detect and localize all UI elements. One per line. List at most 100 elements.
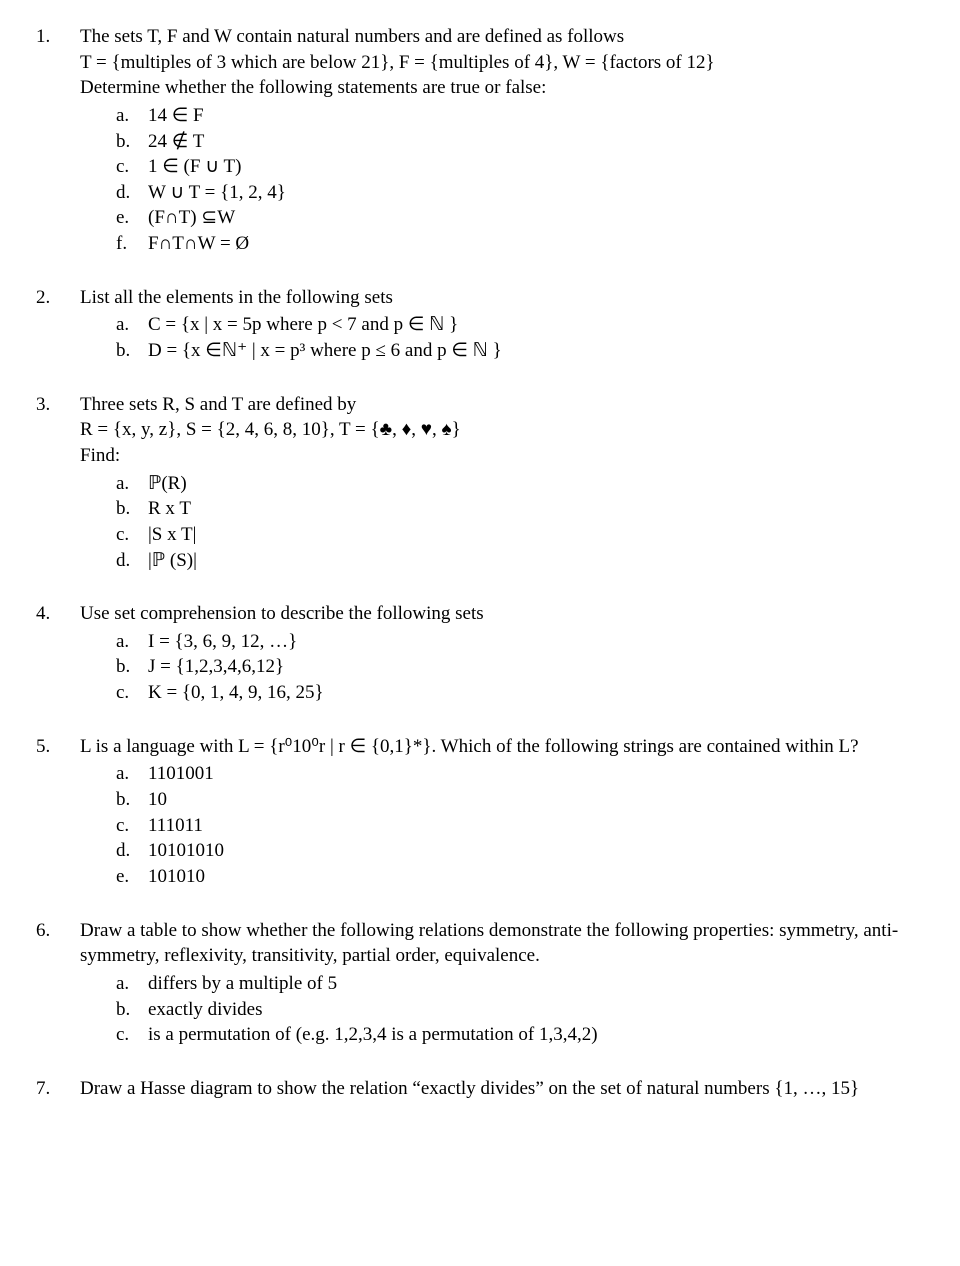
- sub-item: d.10101010: [116, 838, 924, 864]
- question-body: Use set comprehension to describe the fo…: [80, 601, 924, 706]
- sub-item-label: a.: [116, 629, 148, 655]
- sub-item-text: 10101010: [148, 838, 924, 864]
- sub-item-label: b.: [116, 654, 148, 680]
- sub-items: a.14 ∈ Fb.24 ∉ Tc.1 ∈ (F ∪ T)d.W ∪ T = {…: [116, 103, 924, 257]
- sub-item-text: J = {1,2,3,4,6,12}: [148, 654, 924, 680]
- question-number: 2.: [36, 285, 80, 364]
- question-body: Draw a Hasse diagram to show the relatio…: [80, 1076, 924, 1102]
- sub-item: c.1 ∈ (F ∪ T): [116, 154, 924, 180]
- sub-item: d.|ℙ (S)|: [116, 548, 924, 574]
- question-intro-line: L is a language with L = {r⁰10⁰r | r ∈ {…: [80, 734, 924, 760]
- sub-item-label: c.: [116, 154, 148, 180]
- sub-item-text: R x T: [148, 496, 924, 522]
- sub-item: e.(F∩T) ⊆W: [116, 205, 924, 231]
- sub-item-label: b.: [116, 129, 148, 155]
- sub-item-text: |S x T|: [148, 522, 924, 548]
- sub-item-text: is a permutation of (e.g. 1,2,3,4 is a p…: [148, 1022, 924, 1048]
- sub-item-text: differs by a multiple of 5: [148, 971, 924, 997]
- sub-item: b.J = {1,2,3,4,6,12}: [116, 654, 924, 680]
- sub-item: c.|S x T|: [116, 522, 924, 548]
- sub-item-label: b.: [116, 496, 148, 522]
- sub-item-text: 1101001: [148, 761, 924, 787]
- question-number: 6.: [36, 918, 80, 1048]
- sub-item-text: 10: [148, 787, 924, 813]
- sub-item-label: c.: [116, 522, 148, 548]
- sub-item-text: 14 ∈ F: [148, 103, 924, 129]
- sub-items: a.C = {x | x = 5p where p < 7 and p ∈ ℕ …: [116, 312, 924, 363]
- question-body: List all the elements in the following s…: [80, 285, 924, 364]
- sub-item-text: 24 ∉ T: [148, 129, 924, 155]
- sub-item-text: F∩T∩W = Ø: [148, 231, 924, 257]
- question-intro-line: Three sets R, S and T are defined by: [80, 392, 924, 418]
- question-intro-line: Determine whether the following statemen…: [80, 75, 924, 101]
- question-intro-line: Draw a Hasse diagram to show the relatio…: [80, 1076, 924, 1102]
- sub-item-label: f.: [116, 231, 148, 257]
- sub-item: c.111011: [116, 813, 924, 839]
- sub-item-text: K = {0, 1, 4, 9, 16, 25}: [148, 680, 924, 706]
- question-intro-line: List all the elements in the following s…: [80, 285, 924, 311]
- sub-item-text: |ℙ (S)|: [148, 548, 924, 574]
- sub-item-label: b.: [116, 787, 148, 813]
- question-number: 5.: [36, 734, 80, 890]
- document-root: 1.The sets T, F and W contain natural nu…: [36, 24, 924, 1101]
- sub-items: a.1101001b.10c.111011d.10101010e.101010: [116, 761, 924, 889]
- question: 1.The sets T, F and W contain natural nu…: [36, 24, 924, 257]
- sub-item-label: a.: [116, 103, 148, 129]
- sub-item: f.F∩T∩W = Ø: [116, 231, 924, 257]
- sub-item-text: 101010: [148, 864, 924, 890]
- sub-item: a.I = {3, 6, 9, 12, …}: [116, 629, 924, 655]
- sub-item: b.exactly divides: [116, 997, 924, 1023]
- sub-item-label: b.: [116, 338, 148, 364]
- question-number: 7.: [36, 1076, 80, 1102]
- sub-item: d.W ∪ T = {1, 2, 4}: [116, 180, 924, 206]
- question-number: 4.: [36, 601, 80, 706]
- sub-item-label: a.: [116, 312, 148, 338]
- sub-item-label: d.: [116, 180, 148, 206]
- sub-item-text: W ∪ T = {1, 2, 4}: [148, 180, 924, 206]
- sub-items: a.differs by a multiple of 5b.exactly di…: [116, 971, 924, 1048]
- sub-item-text: 111011: [148, 813, 924, 839]
- sub-item-label: e.: [116, 205, 148, 231]
- question: 7.Draw a Hasse diagram to show the relat…: [36, 1076, 924, 1102]
- sub-item-label: d.: [116, 838, 148, 864]
- sub-item-text: 1 ∈ (F ∪ T): [148, 154, 924, 180]
- question: 3.Three sets R, S and T are defined by R …: [36, 392, 924, 573]
- sub-item: c.is a permutation of (e.g. 1,2,3,4 is a…: [116, 1022, 924, 1048]
- sub-item-label: a.: [116, 761, 148, 787]
- sub-item-label: a.: [116, 471, 148, 497]
- sub-item: c.K = {0, 1, 4, 9, 16, 25}: [116, 680, 924, 706]
- sub-items: a.ℙ(R)b.R x Tc.|S x T|d.|ℙ (S)|: [116, 471, 924, 574]
- sub-item-text: D = {x ∈ℕ⁺ | x = p³ where p ≤ 6 and p ∈ …: [148, 338, 924, 364]
- question-number: 1.: [36, 24, 80, 257]
- question-intro-line: The sets T, F and W contain natural numb…: [80, 24, 924, 50]
- sub-item: a.differs by a multiple of 5: [116, 971, 924, 997]
- sub-item-text: I = {3, 6, 9, 12, …}: [148, 629, 924, 655]
- sub-item: a.ℙ(R): [116, 471, 924, 497]
- sub-item-label: c.: [116, 813, 148, 839]
- sub-item-label: b.: [116, 997, 148, 1023]
- sub-item: b.24 ∉ T: [116, 129, 924, 155]
- sub-item-text: exactly divides: [148, 997, 924, 1023]
- sub-item-label: c.: [116, 680, 148, 706]
- sub-item: a.14 ∈ F: [116, 103, 924, 129]
- question-body: Draw a table to show whether the followi…: [80, 918, 924, 1048]
- sub-item: a.1101001: [116, 761, 924, 787]
- question: 6.Draw a table to show whether the follo…: [36, 918, 924, 1048]
- sub-item-label: a.: [116, 971, 148, 997]
- sub-item: b.D = {x ∈ℕ⁺ | x = p³ where p ≤ 6 and p …: [116, 338, 924, 364]
- question-intro-line: Use set comprehension to describe the fo…: [80, 601, 924, 627]
- sub-item: e.101010: [116, 864, 924, 890]
- question: 2.List all the elements in the following…: [36, 285, 924, 364]
- question: 5.L is a language with L = {r⁰10⁰r | r ∈…: [36, 734, 924, 890]
- sub-item: b.R x T: [116, 496, 924, 522]
- question: 4.Use set comprehension to describe the …: [36, 601, 924, 706]
- sub-item-label: e.: [116, 864, 148, 890]
- sub-item: b.10: [116, 787, 924, 813]
- question-body: The sets T, F and W contain natural numb…: [80, 24, 924, 257]
- question-number: 3.: [36, 392, 80, 573]
- sub-item-label: d.: [116, 548, 148, 574]
- question-intro-line: T = {multiples of 3 which are below 21},…: [80, 50, 924, 76]
- question-body: L is a language with L = {r⁰10⁰r | r ∈ {…: [80, 734, 924, 890]
- sub-items: a.I = {3, 6, 9, 12, …}b.J = {1,2,3,4,6,1…: [116, 629, 924, 706]
- sub-item-text: (F∩T) ⊆W: [148, 205, 924, 231]
